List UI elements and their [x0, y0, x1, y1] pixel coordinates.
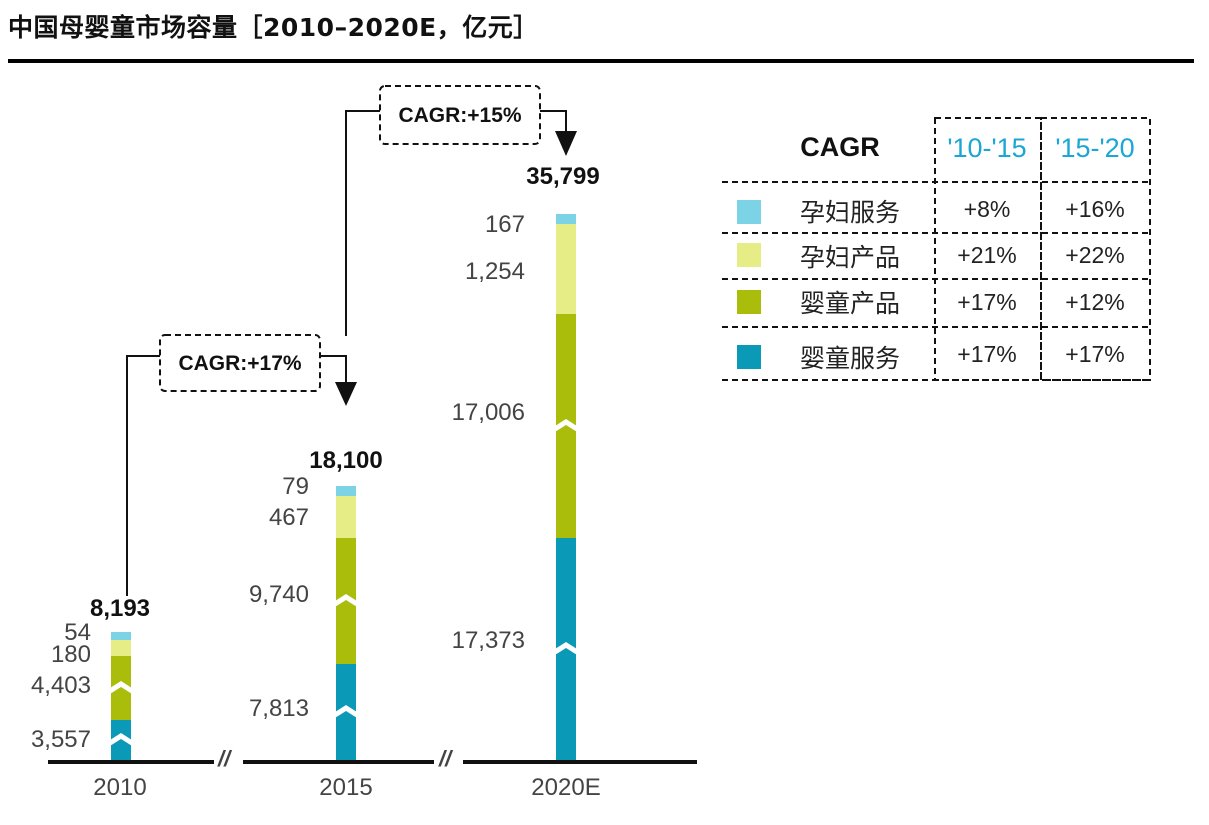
cagr-table: CAGR '10-'15 '15-'20 孕妇服务 +8% +16% 孕妇产品 … [722, 117, 1151, 381]
legend-swatch-maternal-products [737, 243, 761, 267]
cagr-connector-2b [540, 110, 567, 134]
value-label-2020e-baby-products: 17,006 [452, 399, 525, 426]
value-label-2010-maternal-products: 180 [51, 641, 91, 668]
total-2020e: 35,799 [526, 163, 599, 190]
legend-cagr-2-baby-services: +17% [1065, 341, 1124, 367]
bar-2010-maternal-products [111, 640, 131, 656]
value-label-2020e-maternal-services: 167 [485, 211, 525, 238]
title-rule [8, 59, 1194, 63]
legend-swatch-maternal-services [737, 200, 761, 224]
legend-swatch-baby-services [737, 345, 761, 369]
bar-2020e-maternal-products [556, 224, 576, 314]
bar-2010-baby-products [111, 656, 131, 720]
bar-2020e-maternal-services [556, 214, 576, 224]
x-label-2020e: 2020E [531, 774, 600, 801]
bar-2015-maternal-products [336, 496, 356, 538]
cagr-label-2: CAGR:+15% [398, 104, 521, 127]
bar-2010-baby-services [111, 720, 131, 760]
bar-2020e-baby-products [556, 314, 576, 538]
cagr-arrow-1 [335, 382, 357, 406]
legend-header: CAGR [800, 132, 880, 162]
cagr-connector-1 [126, 355, 160, 596]
axis-break-1: // [217, 746, 233, 771]
bar-2010-maternal-services [111, 632, 131, 640]
legend-cagr-1-baby-products: +17% [957, 289, 1016, 315]
legend-swatch-baby-products [737, 290, 761, 314]
cagr-connector-2 [345, 110, 380, 336]
value-label-2010-baby-services: 3,557 [31, 726, 91, 753]
bar-2015-baby-products [336, 538, 356, 664]
total-2010: 8,193 [90, 595, 150, 622]
axis-break-mark-2010-baby-services [108, 733, 134, 746]
axis-break-mark-2010-baby-products [108, 681, 134, 694]
legend-cagr-1-maternal-services: +8% [964, 196, 1011, 222]
axis-break-2: // [438, 746, 454, 771]
legend-cagr-2-baby-products: +12% [1065, 289, 1124, 315]
cagr-box-1 [159, 334, 321, 392]
axis-break-mark-2020e-baby-products [553, 419, 579, 432]
value-label-2020e-baby-services: 17,373 [452, 627, 525, 654]
x-label-2015: 2015 [319, 774, 372, 801]
bar-2015-maternal-services [336, 486, 356, 496]
cagr-connector-1b [320, 355, 347, 388]
bar-group [108, 214, 579, 760]
value-label-2015-baby-services: 7,813 [249, 695, 309, 722]
axis-break-mark-2020e-baby-services [553, 642, 579, 655]
bar-2015-baby-services [336, 664, 356, 760]
legend-name-baby-products: 婴童产品 [800, 290, 900, 318]
cagr-box-2 [379, 85, 541, 145]
legend-period-2: '15-'20 [1055, 133, 1134, 163]
cagr-arrow-2 [555, 131, 577, 156]
legend-period-1: '10-'15 [947, 133, 1026, 163]
legend-name-maternal-products: 孕妇产品 [800, 244, 900, 272]
legend-name-maternal-services: 孕妇服务 [800, 199, 900, 227]
value-label-2015-maternal-services: 79 [282, 473, 309, 500]
total-2015: 18,100 [309, 447, 382, 474]
legend-cagr-1-maternal-products: +21% [957, 242, 1016, 268]
value-label-2010-maternal-services: 54 [64, 619, 91, 646]
axis-break-mark-2015-baby-products [333, 594, 359, 607]
value-label-2010-baby-products: 4,403 [31, 672, 91, 699]
legend-cagr-1-baby-services: +17% [957, 341, 1016, 367]
legend-cagr-2-maternal-services: +16% [1065, 196, 1124, 222]
x-label-2010: 2010 [93, 774, 146, 801]
legend-name-baby-services: 婴童服务 [800, 345, 900, 373]
chart-title: 中国母婴童市场容量［2010–2020E，亿元］ [8, 13, 539, 42]
value-label-2015-baby-products: 9,740 [249, 581, 309, 608]
value-label-2015-maternal-products: 467 [269, 504, 309, 531]
axis-break-mark-2015-baby-services [333, 705, 359, 718]
value-label-2020e-maternal-products: 1,254 [465, 258, 525, 285]
cagr-label-1: CAGR:+17% [178, 352, 301, 375]
bar-2020e-baby-services [556, 538, 576, 760]
legend-cagr-2-maternal-products: +22% [1065, 242, 1124, 268]
